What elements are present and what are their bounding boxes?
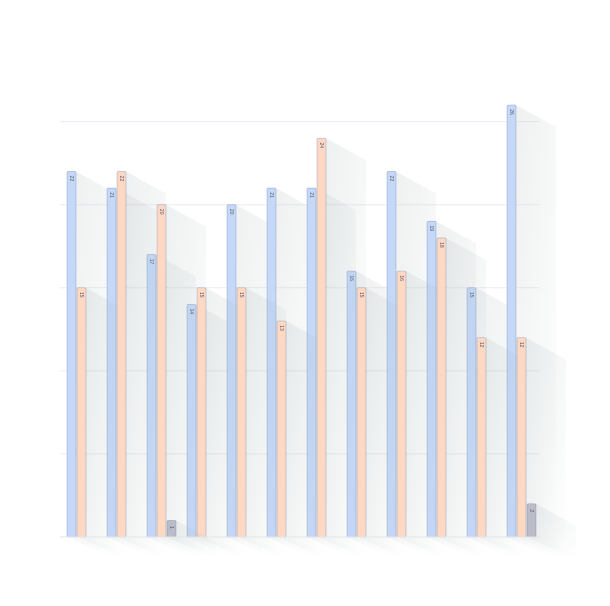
bar-shadow <box>437 237 486 559</box>
value-label: 1 <box>168 526 174 529</box>
value-label: 21 <box>308 192 314 198</box>
value-label: 19 <box>428 226 434 232</box>
value-label: 22 <box>68 176 74 182</box>
bar-shadow <box>157 204 206 559</box>
bar-shadow <box>477 337 526 559</box>
bar-shadow <box>167 520 216 559</box>
bar <box>76 287 87 538</box>
bar-shadow <box>117 171 166 559</box>
bar <box>236 287 247 538</box>
value-label: 12 <box>518 342 524 348</box>
value-label: 2 <box>528 509 534 512</box>
bar <box>396 270 407 538</box>
value-label: 21 <box>268 192 274 198</box>
bar-shadow <box>397 271 446 559</box>
value-label: 18 <box>438 242 444 248</box>
value-label: 15 <box>358 292 364 298</box>
value-label: 15 <box>78 292 84 298</box>
bar <box>516 337 527 538</box>
bar-shadow <box>277 321 326 559</box>
bar-shadow <box>77 287 126 559</box>
value-label: 21 <box>108 192 114 198</box>
bar <box>476 337 487 538</box>
bar <box>356 287 367 538</box>
value-label: 12 <box>478 342 484 348</box>
bar <box>316 137 327 538</box>
bar <box>156 204 167 538</box>
value-label: 20 <box>158 209 164 215</box>
bar-shadow <box>197 287 246 559</box>
bar <box>196 287 207 538</box>
bar <box>436 237 447 538</box>
value-label: 22 <box>118 176 124 182</box>
value-label: 16 <box>398 275 404 281</box>
value-label: 15 <box>238 292 244 298</box>
bar <box>276 320 287 538</box>
value-label: 15 <box>198 292 204 298</box>
value-label: 26 <box>508 109 514 115</box>
bar-shadow <box>517 337 566 559</box>
value-label: 24 <box>318 142 324 148</box>
value-label: 13 <box>278 325 284 331</box>
bar-shadow <box>357 287 406 559</box>
bar <box>66 171 77 538</box>
bar-shadow <box>527 503 576 559</box>
bar-shadow <box>317 138 366 559</box>
bar-shadow <box>237 287 286 559</box>
bar <box>116 171 127 538</box>
value-label: 20 <box>228 209 234 215</box>
value-label: 22 <box>388 176 394 182</box>
